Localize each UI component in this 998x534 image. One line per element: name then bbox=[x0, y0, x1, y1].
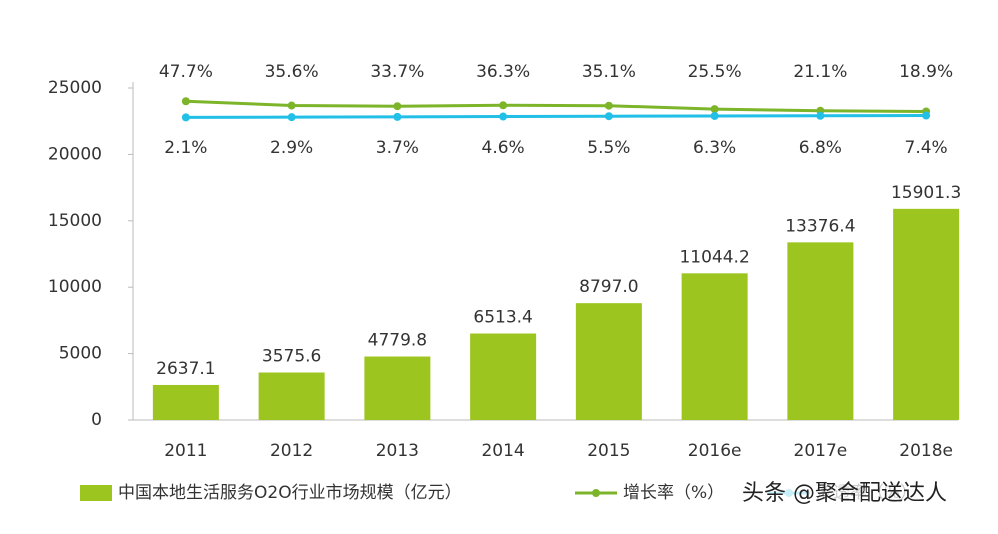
point bbox=[181, 113, 190, 122]
y-tick-label: 15000 bbox=[48, 211, 102, 231]
value-label: 7.4% bbox=[905, 138, 948, 158]
legend-label: 增长率（%） bbox=[623, 483, 724, 503]
point bbox=[287, 101, 296, 110]
value-label: 35.6% bbox=[265, 62, 319, 82]
point bbox=[816, 111, 825, 120]
point bbox=[499, 101, 508, 110]
point bbox=[922, 111, 931, 120]
x-tick-label: 2013 bbox=[376, 441, 419, 461]
point bbox=[393, 102, 402, 111]
point bbox=[604, 112, 613, 121]
watermark-bg bbox=[735, 478, 985, 510]
value-label: 11044.2 bbox=[679, 247, 749, 267]
value-label: 4.6% bbox=[482, 138, 525, 158]
y-tick-label: 5000 bbox=[59, 344, 102, 364]
x-tick-label: 2014 bbox=[481, 441, 524, 461]
value-label: 2637.1 bbox=[156, 359, 215, 379]
y-tick-label: 10000 bbox=[48, 277, 102, 297]
y-tick-label: 20000 bbox=[48, 144, 102, 164]
bar bbox=[470, 333, 537, 420]
watermark: 头条 @聚合配送达人 bbox=[742, 481, 947, 506]
x-tick-label: 2015 bbox=[587, 441, 630, 461]
point bbox=[181, 97, 190, 106]
y-tick-label: 25000 bbox=[48, 78, 102, 98]
bar bbox=[258, 372, 325, 420]
value-label: 36.3% bbox=[476, 62, 530, 82]
value-label: 15901.3 bbox=[891, 183, 961, 203]
value-label: 2.1% bbox=[164, 138, 207, 158]
value-label: 35.1% bbox=[582, 62, 636, 82]
legend-swatch bbox=[80, 485, 112, 501]
x-tick-label: 2018e bbox=[899, 441, 953, 461]
point bbox=[710, 111, 719, 120]
bar bbox=[364, 356, 431, 420]
x-tick-label: 2012 bbox=[270, 441, 313, 461]
point bbox=[604, 101, 613, 110]
point bbox=[287, 113, 296, 122]
value-label: 3.7% bbox=[376, 138, 419, 158]
value-label: 8797.0 bbox=[579, 277, 638, 297]
point bbox=[499, 112, 508, 121]
value-label: 6.8% bbox=[799, 138, 842, 158]
value-label: 2.9% bbox=[270, 138, 313, 158]
point bbox=[393, 112, 402, 121]
value-label: 3575.6 bbox=[262, 347, 321, 367]
legend-swatch bbox=[592, 489, 600, 497]
value-label: 47.7% bbox=[159, 62, 213, 82]
y-tick-label: 0 bbox=[91, 410, 102, 430]
x-tick-label: 2011 bbox=[164, 441, 207, 461]
value-label: 13376.4 bbox=[785, 216, 855, 236]
legend-label: 中国本地生活服务O2O行业市场规模（亿元） bbox=[118, 483, 462, 503]
x-tick-label: 2016e bbox=[688, 441, 742, 461]
bar bbox=[893, 208, 960, 420]
value-label: 6.3% bbox=[693, 138, 736, 158]
point bbox=[710, 105, 719, 114]
value-label: 6513.4 bbox=[473, 308, 532, 328]
value-label: 25.5% bbox=[688, 62, 742, 82]
value-label: 5.5% bbox=[587, 138, 630, 158]
bar bbox=[787, 242, 854, 420]
x-tick-label: 2017e bbox=[794, 441, 848, 461]
value-label: 18.9% bbox=[899, 62, 953, 82]
bar bbox=[681, 273, 748, 420]
bar bbox=[575, 303, 642, 420]
value-label: 21.1% bbox=[793, 62, 847, 82]
line bbox=[185, 99, 927, 113]
bar bbox=[152, 384, 219, 420]
value-label: 33.7% bbox=[370, 62, 424, 82]
value-label: 4779.8 bbox=[368, 331, 427, 351]
line bbox=[185, 114, 927, 119]
